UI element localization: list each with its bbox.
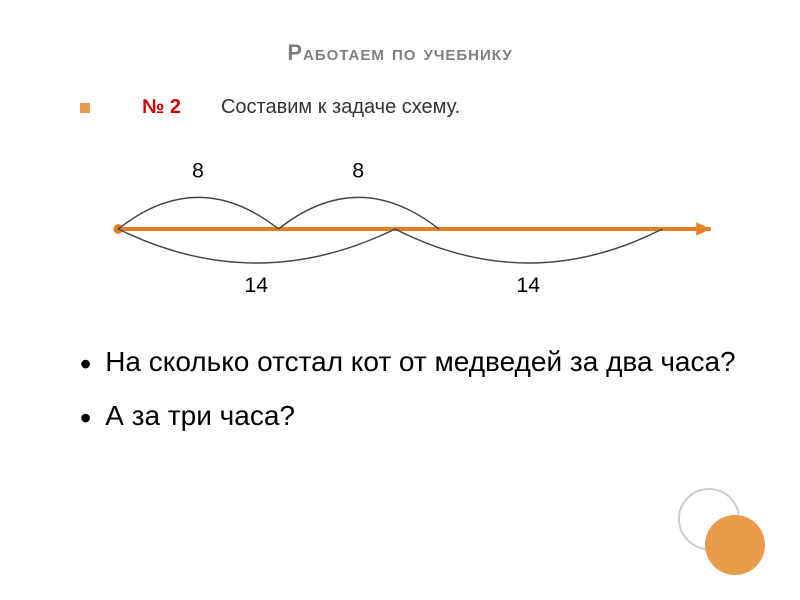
question-item: • На сколько отстал кот от медведей за д…	[80, 344, 740, 380]
page-title: Работаем по учебнику	[60, 40, 740, 66]
bullet-icon	[80, 103, 90, 113]
top-arc-1	[118, 197, 278, 229]
question-text: На сколько отстал кот от медведей за два…	[105, 344, 735, 380]
top-arc-2	[279, 197, 439, 229]
top-label-2: 8	[352, 159, 364, 183]
diagram-svg: 8 8 14 14	[60, 144, 740, 314]
task-number: № 2	[142, 96, 181, 119]
bullet-dot-icon: •	[80, 402, 91, 434]
task-line: № 2 Составим к задаче схему.	[60, 96, 740, 119]
top-label-1: 8	[192, 159, 204, 183]
questions-list: • На сколько отстал кот от медведей за д…	[60, 344, 740, 435]
question-text: А за три часа?	[105, 398, 295, 434]
arrowhead-icon	[696, 222, 711, 236]
number-line-diagram: 8 8 14 14	[60, 144, 740, 314]
circle-fill-icon	[705, 515, 765, 575]
bottom-arc-1	[118, 229, 395, 263]
bottom-arc-2	[395, 229, 662, 263]
question-item: • А за три часа?	[80, 398, 740, 434]
task-text: Составим к задаче схему.	[221, 96, 460, 119]
bottom-label-1: 14	[244, 273, 268, 297]
bottom-label-2: 14	[516, 273, 540, 297]
bullet-dot-icon: •	[80, 348, 91, 380]
